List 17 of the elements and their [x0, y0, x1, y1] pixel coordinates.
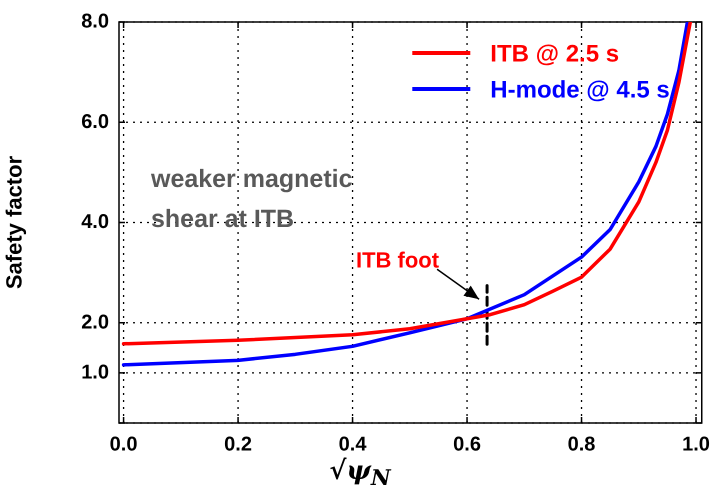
- x-tick-label: 1.0: [682, 434, 710, 456]
- y-axis-title: Safety factor: [1, 155, 26, 290]
- x-tick-label: 0.6: [453, 434, 481, 456]
- x-tick-label: 0.8: [568, 434, 596, 456]
- y-tick-label: 4.0: [81, 211, 109, 234]
- y-tick-label: 8.0: [81, 10, 109, 33]
- x-tick-label: 0.0: [110, 434, 138, 456]
- x-tick-label: 0.2: [224, 434, 252, 456]
- y-tick-label: 2.0: [81, 311, 109, 334]
- y-tick-label: 1.0: [81, 361, 109, 384]
- y-tick-label: 6.0: [81, 110, 109, 133]
- annotation: weaker magnetic shear at ITB: [150, 165, 353, 233]
- annotation: ITB foot: [356, 247, 440, 272]
- legend-label: H-mode @ 4.5 s: [490, 76, 670, 104]
- x-tick-label: 0.4: [338, 434, 368, 456]
- legend-label: ITB @ 2.5 s: [490, 40, 620, 68]
- x-axis-title: √ψ$_{N}$: [328, 456, 392, 492]
